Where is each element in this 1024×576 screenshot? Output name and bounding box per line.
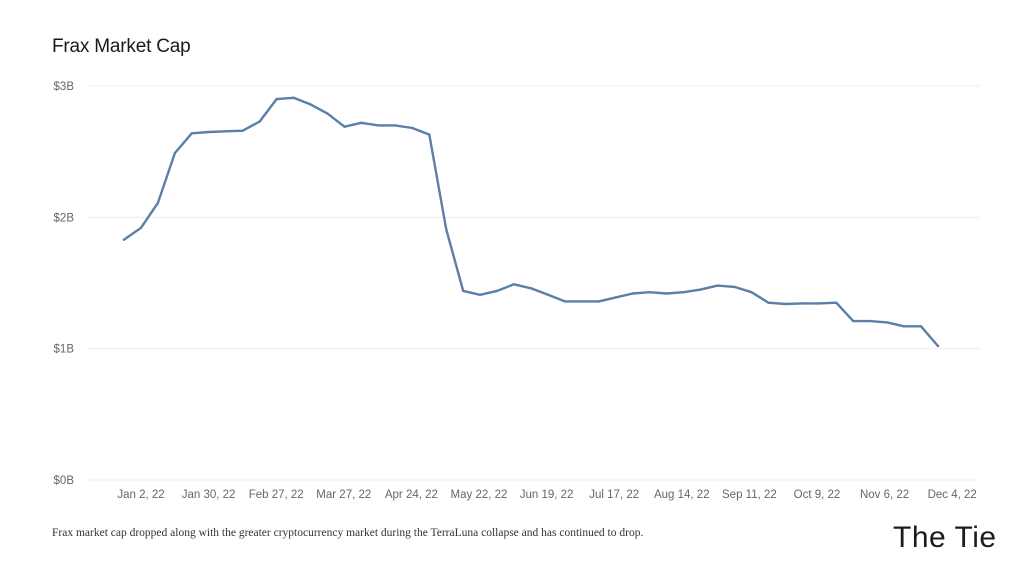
x-tick-label: Apr 24, 22 bbox=[385, 489, 438, 501]
data-point bbox=[936, 344, 940, 348]
data-point bbox=[309, 103, 312, 106]
data-point bbox=[207, 130, 210, 134]
data-point bbox=[885, 321, 889, 324]
y-tick-label: $1B bbox=[54, 344, 75, 356]
data-point bbox=[902, 325, 906, 328]
x-tick-label: Dec 4, 22 bbox=[928, 489, 977, 501]
data-point bbox=[478, 293, 482, 297]
y-tick-label: $3B bbox=[54, 81, 75, 93]
data-point bbox=[258, 120, 261, 123]
data-point bbox=[122, 238, 126, 241]
data-point bbox=[546, 293, 550, 297]
x-tick-label: Mar 27, 22 bbox=[316, 489, 371, 501]
data-point bbox=[665, 292, 668, 295]
x-axis: Jan 2, 22 Jan 30, 22 Feb 27, 22 Mar 27, 22 A… bbox=[117, 489, 976, 501]
data-point bbox=[428, 133, 431, 136]
data-point bbox=[699, 288, 702, 291]
chart-caption: Frax market cap dropped along with the g… bbox=[52, 527, 644, 539]
x-tick-label: Jul 17, 22 bbox=[589, 489, 639, 501]
y-axis: $0B $1B $2B $3B bbox=[54, 81, 75, 487]
data-point bbox=[648, 290, 651, 294]
data-point bbox=[292, 96, 295, 100]
x-tick-label: May 22, 22 bbox=[451, 489, 508, 501]
data-point bbox=[835, 301, 838, 304]
data-point bbox=[394, 124, 397, 127]
data-point bbox=[343, 125, 346, 128]
data-point bbox=[495, 289, 499, 293]
data-point bbox=[801, 302, 804, 305]
data-point bbox=[597, 300, 601, 303]
data-point bbox=[445, 227, 448, 231]
data-point bbox=[411, 126, 414, 130]
data-point bbox=[716, 284, 719, 287]
data-point bbox=[512, 283, 516, 286]
grid-lines bbox=[88, 85, 980, 481]
y-tick-label: $2B bbox=[54, 212, 75, 224]
data-point bbox=[360, 121, 363, 124]
data-point bbox=[461, 289, 465, 293]
data-point bbox=[868, 319, 872, 323]
x-tick-label: Jan 2, 22 bbox=[117, 489, 164, 501]
data-point bbox=[580, 300, 584, 303]
x-tick-label: Oct 9, 22 bbox=[794, 489, 841, 501]
x-tick-label: Nov 6, 22 bbox=[860, 489, 909, 501]
x-tick-label: Jun 19, 22 bbox=[520, 489, 574, 501]
data-point bbox=[377, 124, 380, 127]
data-point bbox=[682, 290, 685, 294]
data-point bbox=[614, 296, 617, 299]
data-point bbox=[139, 226, 143, 230]
y-tick-label: $0B bbox=[54, 475, 75, 487]
data-point bbox=[750, 290, 753, 294]
data-point bbox=[529, 287, 533, 290]
data-point bbox=[919, 325, 923, 328]
data-point bbox=[784, 302, 787, 306]
x-tick-label: Feb 27, 22 bbox=[249, 489, 304, 501]
series-points bbox=[122, 96, 940, 348]
data-point bbox=[563, 300, 567, 303]
chart-title: Frax Market Cap bbox=[52, 36, 191, 57]
the-tie-logo: The Tie bbox=[893, 521, 997, 554]
data-point bbox=[275, 97, 278, 101]
data-point bbox=[631, 292, 634, 295]
x-tick-label: Aug 14, 22 bbox=[654, 489, 710, 501]
data-point bbox=[241, 129, 244, 132]
data-point bbox=[852, 319, 855, 323]
data-point bbox=[733, 285, 736, 289]
data-point bbox=[190, 132, 194, 135]
data-point bbox=[173, 151, 177, 155]
data-point bbox=[156, 201, 160, 205]
data-point bbox=[767, 301, 770, 304]
x-tick-label: Jan 30, 22 bbox=[182, 489, 236, 501]
x-tick-label: Sep 11, 22 bbox=[722, 489, 777, 501]
data-point bbox=[326, 112, 329, 115]
series-line-market-cap bbox=[122, 96, 940, 348]
data-point bbox=[818, 302, 821, 305]
data-point bbox=[224, 130, 227, 133]
